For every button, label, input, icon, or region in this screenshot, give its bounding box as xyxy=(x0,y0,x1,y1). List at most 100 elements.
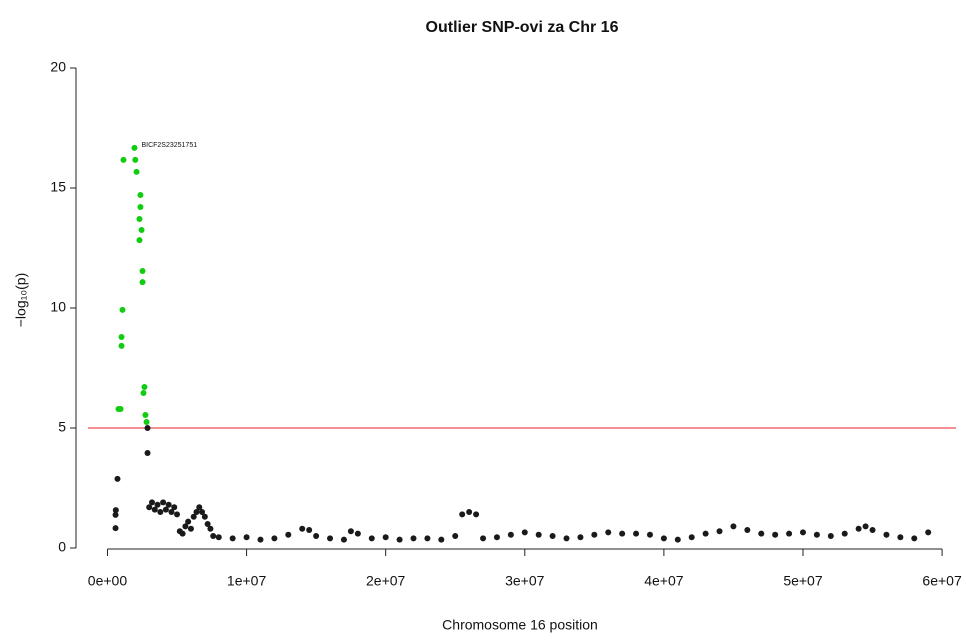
point xyxy=(271,535,278,542)
y-tick-label: 15 xyxy=(50,179,66,195)
point xyxy=(841,530,848,537)
point xyxy=(182,523,189,530)
point xyxy=(117,406,124,413)
point xyxy=(466,509,473,515)
x-tick-label: 6e+07 xyxy=(922,573,962,589)
point xyxy=(438,536,445,543)
point xyxy=(591,531,598,538)
point xyxy=(144,425,151,431)
point xyxy=(327,535,334,542)
x-tick-label: 4e+07 xyxy=(644,573,684,589)
x-tick-label: 5e+07 xyxy=(783,573,823,589)
annotation: BICF2S23251751 xyxy=(141,142,197,149)
point xyxy=(137,191,144,198)
point xyxy=(168,509,175,515)
x-tick-label: 1e+07 xyxy=(227,573,267,589)
point xyxy=(207,525,214,532)
point xyxy=(772,531,779,538)
point xyxy=(646,531,653,538)
point xyxy=(285,531,292,538)
point xyxy=(204,521,211,527)
point xyxy=(347,528,354,535)
y-tick-label: 0 xyxy=(58,539,66,555)
point xyxy=(157,509,164,515)
point xyxy=(480,535,487,542)
point xyxy=(229,535,236,542)
point xyxy=(619,530,626,537)
point xyxy=(139,268,146,275)
point xyxy=(185,518,192,525)
point xyxy=(313,533,320,539)
point xyxy=(410,535,417,542)
point xyxy=(162,506,169,513)
point xyxy=(368,535,375,542)
point xyxy=(144,449,151,456)
point xyxy=(730,523,737,530)
point xyxy=(154,501,161,508)
point xyxy=(660,535,667,542)
point xyxy=(493,534,500,541)
point xyxy=(758,530,765,537)
point xyxy=(118,342,125,349)
point xyxy=(925,529,932,536)
x-tick-label: 3e+07 xyxy=(505,573,545,589)
point xyxy=(114,475,121,482)
point xyxy=(306,527,313,533)
point xyxy=(396,536,403,543)
point xyxy=(799,529,806,536)
point xyxy=(137,203,144,210)
point xyxy=(120,156,127,163)
point xyxy=(473,511,480,518)
point xyxy=(160,499,167,506)
point xyxy=(138,227,145,233)
point xyxy=(142,412,149,419)
y-tick-label: 5 xyxy=(58,419,66,435)
point xyxy=(174,511,181,518)
point xyxy=(119,306,126,313)
point xyxy=(179,530,186,537)
y-tick-label: 10 xyxy=(50,299,66,315)
point xyxy=(688,534,695,541)
point xyxy=(141,383,148,390)
point xyxy=(136,237,143,244)
point xyxy=(299,525,306,532)
point xyxy=(507,531,514,538)
point xyxy=(133,168,140,175)
point xyxy=(577,534,584,541)
point xyxy=(702,530,709,537)
point xyxy=(201,513,208,520)
point xyxy=(243,534,250,541)
point xyxy=(196,504,203,511)
point xyxy=(716,528,723,535)
point xyxy=(199,509,206,515)
point xyxy=(171,504,178,511)
point xyxy=(143,419,150,425)
x-tick-label: 2e+07 xyxy=(366,573,406,589)
point xyxy=(112,507,119,514)
point xyxy=(131,144,138,151)
point xyxy=(132,156,139,163)
point xyxy=(354,530,361,537)
point xyxy=(112,511,119,518)
point xyxy=(827,533,834,539)
point xyxy=(151,506,158,513)
point xyxy=(424,535,431,542)
point xyxy=(744,527,751,533)
point xyxy=(813,531,820,538)
point xyxy=(855,525,862,532)
x-tick-label: 0e+00 xyxy=(88,573,128,589)
point xyxy=(190,513,197,520)
point xyxy=(563,535,570,542)
point xyxy=(452,533,459,539)
point xyxy=(459,511,466,518)
point xyxy=(257,536,264,543)
point xyxy=(862,523,869,530)
point xyxy=(210,533,217,539)
point xyxy=(633,530,640,537)
y-axis-label: −log₁₀(p) xyxy=(13,273,29,328)
point xyxy=(883,531,890,538)
point xyxy=(911,535,918,542)
point xyxy=(187,525,194,532)
chart-title: Outlier SNP-ovi za Chr 16 xyxy=(426,19,619,36)
